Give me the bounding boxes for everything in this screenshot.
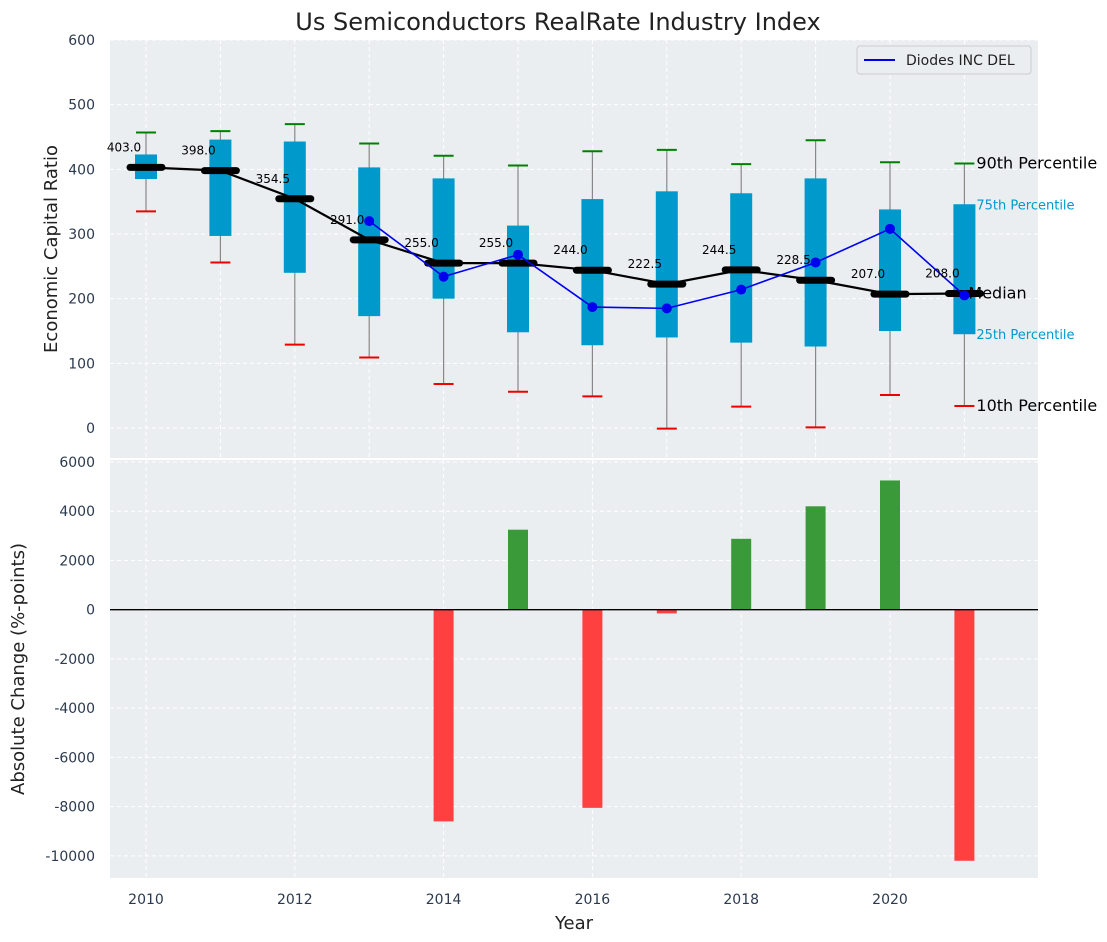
median-value-label: 255.0 (404, 236, 438, 250)
x-tick-labels: 2010 2012 2014 2016 2018 2020 (128, 892, 908, 908)
company-point (587, 302, 598, 313)
bottom-y-tick-labels: -10000 -8000 -6000 -4000 -2000 0 2000 4000 6000 (45, 455, 95, 865)
median-value-label: 291.0 (330, 213, 364, 227)
median-value-label: 244.5 (702, 243, 736, 257)
legend: Diodes INC DEL (856, 45, 1032, 75)
bottom-y-tick-label: 6000 (59, 455, 95, 471)
median-value-label: 398.0 (181, 144, 215, 158)
company-series (364, 216, 970, 314)
company-point (885, 223, 895, 234)
company-point (810, 257, 821, 268)
iqr-box (432, 178, 455, 299)
top-y-tick-label: 200 (68, 292, 95, 308)
bottom-y-tick-label: -6000 (54, 750, 95, 766)
x-tick-label: 2020 (872, 892, 908, 908)
top-y-tick-label: 0 (86, 421, 95, 437)
company-point (364, 216, 375, 227)
iqr-box (655, 191, 678, 338)
median-line-group (126, 163, 984, 298)
iqr-box (879, 209, 901, 331)
company-point (438, 271, 449, 282)
bottom-y-tick-label: -4000 (54, 701, 95, 717)
top-y-tick-label: 300 (68, 227, 95, 243)
bottom-panel: -10000-8000-6000-4000-20000200040006000 … (8, 455, 1038, 934)
top-y-axis-label: Economic Capital Ratio (41, 145, 62, 353)
x-tick-label: 2014 (426, 892, 462, 908)
top-y-tick-label: 600 (68, 33, 95, 49)
company-point (736, 284, 747, 295)
bottom-y-tick-label: 2000 (59, 553, 95, 569)
median-value-label: 208.0 (925, 266, 959, 280)
bottom-y-tick-label: 0 (86, 603, 95, 619)
p90-label: 90th Percentile (976, 154, 1097, 173)
negative-change-bar (954, 609, 975, 861)
company-point (661, 303, 672, 314)
top-panel: 0 100 200 300 400 500 600 403.0 398.0 354.5 291.0… (41, 8, 1097, 458)
bottom-y-axis-label: Absolute Change (%-points) (8, 543, 29, 795)
top-y-tick-label: 400 (68, 162, 95, 178)
bottom-y-tick-label: 4000 (59, 504, 95, 520)
iqr-box (283, 141, 306, 273)
median-value-label: 354.5 (256, 172, 290, 186)
negative-change-bar (433, 609, 454, 822)
chart-title: Us Semiconductors RealRate Industry Inde… (295, 8, 820, 36)
company-point (959, 290, 970, 301)
legend-box (856, 45, 1032, 75)
negative-change-bar (656, 609, 677, 614)
bottom-y-tick-label: -8000 (54, 800, 95, 816)
p25-label: 25th Percentile (976, 328, 1074, 343)
positive-change-bar (880, 480, 900, 610)
bottom-y-tick-label: -2000 (54, 652, 95, 668)
x-tick-label: 2010 (128, 892, 164, 908)
x-tick-label: 2016 (575, 892, 611, 908)
p10-label: 10th Percentile (976, 396, 1097, 415)
iqr-box (209, 139, 232, 236)
median-value-label: 255.0 (479, 236, 513, 250)
median-value-label: 222.5 (628, 257, 662, 271)
positive-change-bar (731, 538, 752, 610)
iqr-box (953, 204, 976, 335)
positive-change-bar (805, 506, 826, 610)
median-value-label: 207.0 (851, 267, 885, 281)
iqr-box (507, 225, 529, 333)
top-y-tick-label: 500 (68, 98, 95, 114)
company-point (513, 249, 523, 260)
change-bars (433, 480, 975, 861)
x-tick-label: 2018 (723, 892, 759, 908)
negative-change-bar (582, 609, 603, 808)
median-label: Median (968, 283, 1026, 302)
median-value-label: 228.5 (776, 253, 810, 267)
median-value-labels: 403.0 398.0 354.5 291.0 255.0 255.0 244.0 222.5… (107, 140, 960, 281)
x-tick-label: 2012 (277, 892, 313, 908)
legend-entry: Diodes INC DEL (906, 53, 1015, 69)
median-value-label: 403.0 (107, 140, 141, 154)
positive-change-bar (508, 529, 528, 610)
bottom-gridlines (110, 460, 1038, 878)
p75-label: 75th Percentile (976, 198, 1074, 213)
top-y-tick-label: 100 (68, 356, 95, 372)
bottom-y-tick-label: -10000 (45, 849, 95, 865)
top-y-tick-labels: 0 100 200 300 400 500 600 (68, 33, 95, 437)
x-axis-label: Year (554, 913, 594, 934)
top-gridlines (110, 39, 1038, 458)
percentile-labels: 90th Percentile 75th Percentile Median 25th… (968, 154, 1097, 416)
median-value-label: 244.0 (553, 243, 587, 257)
